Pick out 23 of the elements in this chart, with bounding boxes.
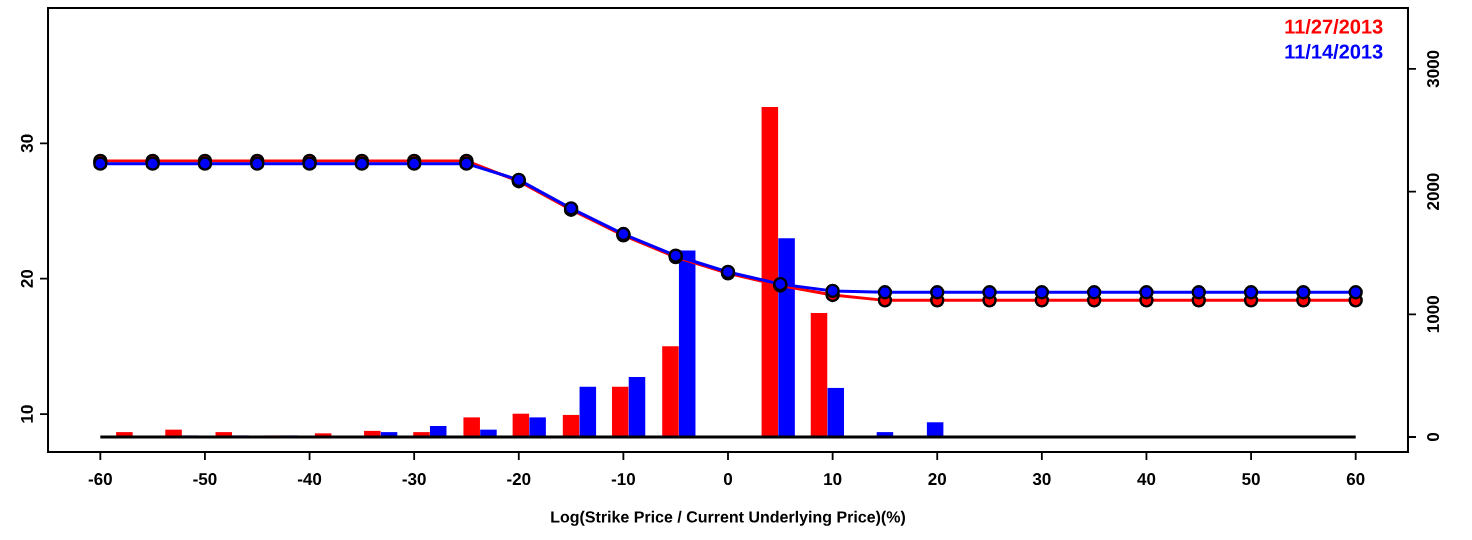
x-tick-label: 50 xyxy=(1242,473,1260,486)
x-tick-label: 60 xyxy=(1346,473,1365,486)
x-tick-label: -20 xyxy=(507,473,531,486)
x-tick-label: -30 xyxy=(402,473,426,486)
y-tick-label: 30 xyxy=(20,134,33,153)
y2-tick-label: 2000 xyxy=(1427,173,1440,210)
x-tick-label: 30 xyxy=(1032,473,1051,486)
y2-tick-label: 1000 xyxy=(1427,296,1440,333)
x-tick-label: -40 xyxy=(297,473,322,486)
x-tick-label: 0 xyxy=(723,473,733,486)
y-tick-label: 20 xyxy=(20,269,33,288)
x-tick-label: 20 xyxy=(928,473,946,486)
x-tick-label: -50 xyxy=(193,473,217,486)
text: 11/27/2013 xyxy=(1285,19,1383,34)
x-tick-label: -60 xyxy=(88,473,112,486)
y2-tick-label: 0 xyxy=(1427,432,1440,442)
x-tick-label: -10 xyxy=(611,473,635,486)
x-axis-title: Log(Strike Price / Current Underlying Price)(%) xyxy=(551,510,905,526)
y2-tick-label: 3000 xyxy=(1427,50,1440,88)
x-tick-label: 10 xyxy=(824,473,842,486)
text: 11/14/2013 xyxy=(1285,44,1383,59)
y-tick-label: 10 xyxy=(20,405,33,423)
x-tick-label: 40 xyxy=(1137,473,1156,486)
